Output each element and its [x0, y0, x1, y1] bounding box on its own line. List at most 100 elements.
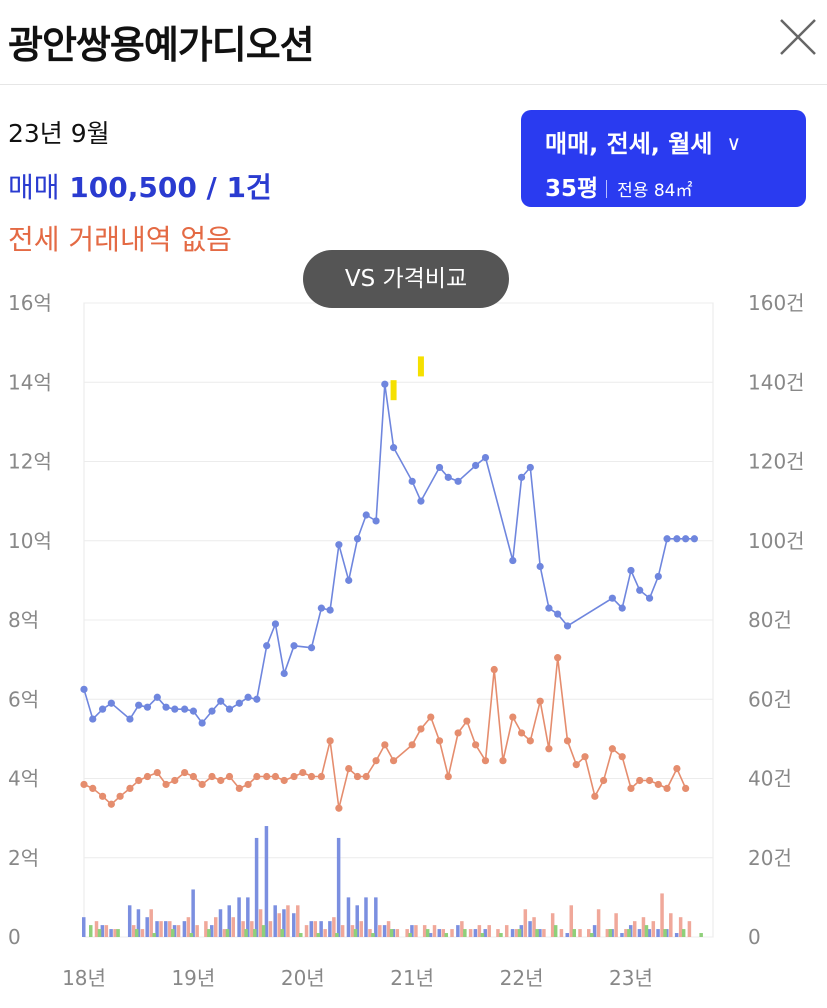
sale-volume-bar: [227, 905, 231, 937]
sale-volume-bar: [428, 933, 433, 937]
sale-volume-bar: [437, 929, 442, 937]
jeonse-price-point: [563, 737, 572, 745]
sale-price-point: [663, 535, 671, 543]
y-right-tick-label: 40건: [748, 767, 792, 791]
sale-price-point: [690, 535, 699, 543]
sale-price-point: [517, 473, 526, 481]
sale-price-point: [244, 693, 252, 701]
jeonse-price-point: [107, 800, 115, 808]
y-right-tick-label: 20건: [748, 846, 792, 870]
rent-volume-bar: [663, 929, 667, 937]
jeonse-volume-bar: [405, 929, 409, 937]
jeonse-volume-bar: [450, 929, 454, 937]
jeonse-price-point: [244, 780, 252, 789]
jeonse-price-point: [435, 737, 444, 745]
rent-volume-bar: [681, 929, 686, 937]
jeonse-price-point: [162, 780, 170, 789]
y-left-tick-label: 10억: [8, 529, 52, 553]
sale-volume-bar: [100, 925, 105, 937]
sale-price-point: [673, 535, 681, 543]
rent-volume-bar: [353, 929, 358, 937]
sale-volume-bar: [328, 921, 332, 937]
sale-price-point: [408, 477, 416, 485]
jeonse-price-point: [663, 784, 671, 793]
deal-type-filter-button[interactable]: 매매, 전세, 월세 ∨ 35평 전용 84㎡: [521, 110, 806, 207]
close-icon[interactable]: [775, 14, 821, 60]
sale-volume-bar: [155, 921, 159, 937]
sale-volume-bar: [319, 921, 323, 937]
rent-volume-bar: [499, 933, 503, 937]
y-left-tick-label: 0: [8, 925, 21, 949]
vs-compare-button[interactable]: VS 가격비교: [303, 250, 509, 308]
sale-volume-bar: [374, 897, 378, 937]
jeonse-volume-bar: [296, 905, 300, 937]
jeonse-price-point: [645, 776, 654, 785]
jeonse-price-point: [217, 776, 225, 785]
sale-volume-bar: [656, 929, 660, 937]
sale-price-point: [171, 705, 179, 713]
jeonse-price-point: [381, 741, 389, 749]
jeonse-price-point: [509, 713, 517, 721]
rent-volume-bar: [699, 933, 703, 937]
jeonse-price-point: [271, 772, 280, 781]
jeonse-volume-bar: [641, 917, 646, 937]
sale-volume-bar: [218, 909, 223, 937]
y-right-tick-label: 80건: [748, 608, 792, 632]
sale-volume-bar: [410, 925, 414, 937]
rent-volume-bar: [134, 929, 139, 937]
sale-price-point: [454, 477, 462, 485]
jeonse-volume-bar: [441, 929, 446, 937]
sale-volume-bar: [292, 913, 296, 937]
jeonse-price-point: [444, 772, 452, 781]
sale-price-point: [225, 705, 234, 713]
page-title: 광안쌍용예가디오션: [8, 23, 315, 67]
sale-volume-bar: [127, 905, 132, 937]
jeonse-volume-bar: [432, 925, 437, 937]
jeonse-price-point: [235, 784, 243, 793]
sale-price-point: [153, 693, 161, 701]
sale-volume-bar: [82, 917, 86, 937]
jeonse-volume-bar: [258, 909, 263, 937]
x-tick-label: 18년: [62, 966, 106, 990]
jeonse-price-point: [326, 737, 334, 745]
rent-volume-bar: [189, 933, 194, 937]
jeonse-price-point: [536, 697, 544, 705]
sale-price-point: [335, 541, 343, 549]
jeonse-volume-bar: [195, 925, 199, 937]
jeonse-volume-bar: [378, 925, 382, 937]
rent-volume-bar: [480, 933, 485, 937]
sale-volume-bar: [237, 897, 241, 937]
pyeong-size: 35평: [545, 176, 599, 202]
sale-price-point: [208, 707, 216, 715]
rent-volume-bar: [225, 929, 230, 937]
rent-volume-bar: [408, 933, 412, 937]
sale-volume-bar: [209, 925, 214, 937]
jeonse-volume-bar: [624, 929, 628, 937]
rent-volume-bar: [444, 933, 449, 937]
sale-volume-bar: [191, 889, 195, 937]
jeonse-volume-bar: [140, 929, 145, 937]
rent-volume-bar: [463, 929, 467, 937]
exclusive-area: 전용 84㎡: [617, 181, 693, 201]
sale-price-point: [280, 669, 288, 678]
jeonse-price-point: [98, 792, 107, 800]
jeonse-volume-bar: [669, 913, 673, 937]
jeonse-volume-bar: [569, 905, 574, 937]
jeonse-volume-bar: [304, 925, 309, 937]
jeonse-price-point: [554, 654, 562, 662]
sale-price-point: [162, 703, 170, 711]
jeonse-volume-bar: [113, 929, 117, 937]
jeonse-price-point: [463, 717, 471, 725]
jeonse-volume-bar: [386, 921, 391, 937]
sale-price-point: [263, 642, 271, 650]
jeonse-volume-bar: [422, 925, 427, 937]
jeonse-volume-bar: [332, 917, 336, 937]
sale-volume-bar: [538, 929, 542, 937]
jeonse-volume-bar: [614, 913, 618, 937]
sale-volume-bar: [674, 933, 679, 937]
sale-volume-bar: [510, 929, 515, 937]
jeonse-price-point: [280, 776, 288, 785]
jeonse-volume-bar: [651, 921, 656, 937]
sale-volume-bar: [592, 925, 597, 937]
rent-volume-bar: [253, 929, 257, 937]
